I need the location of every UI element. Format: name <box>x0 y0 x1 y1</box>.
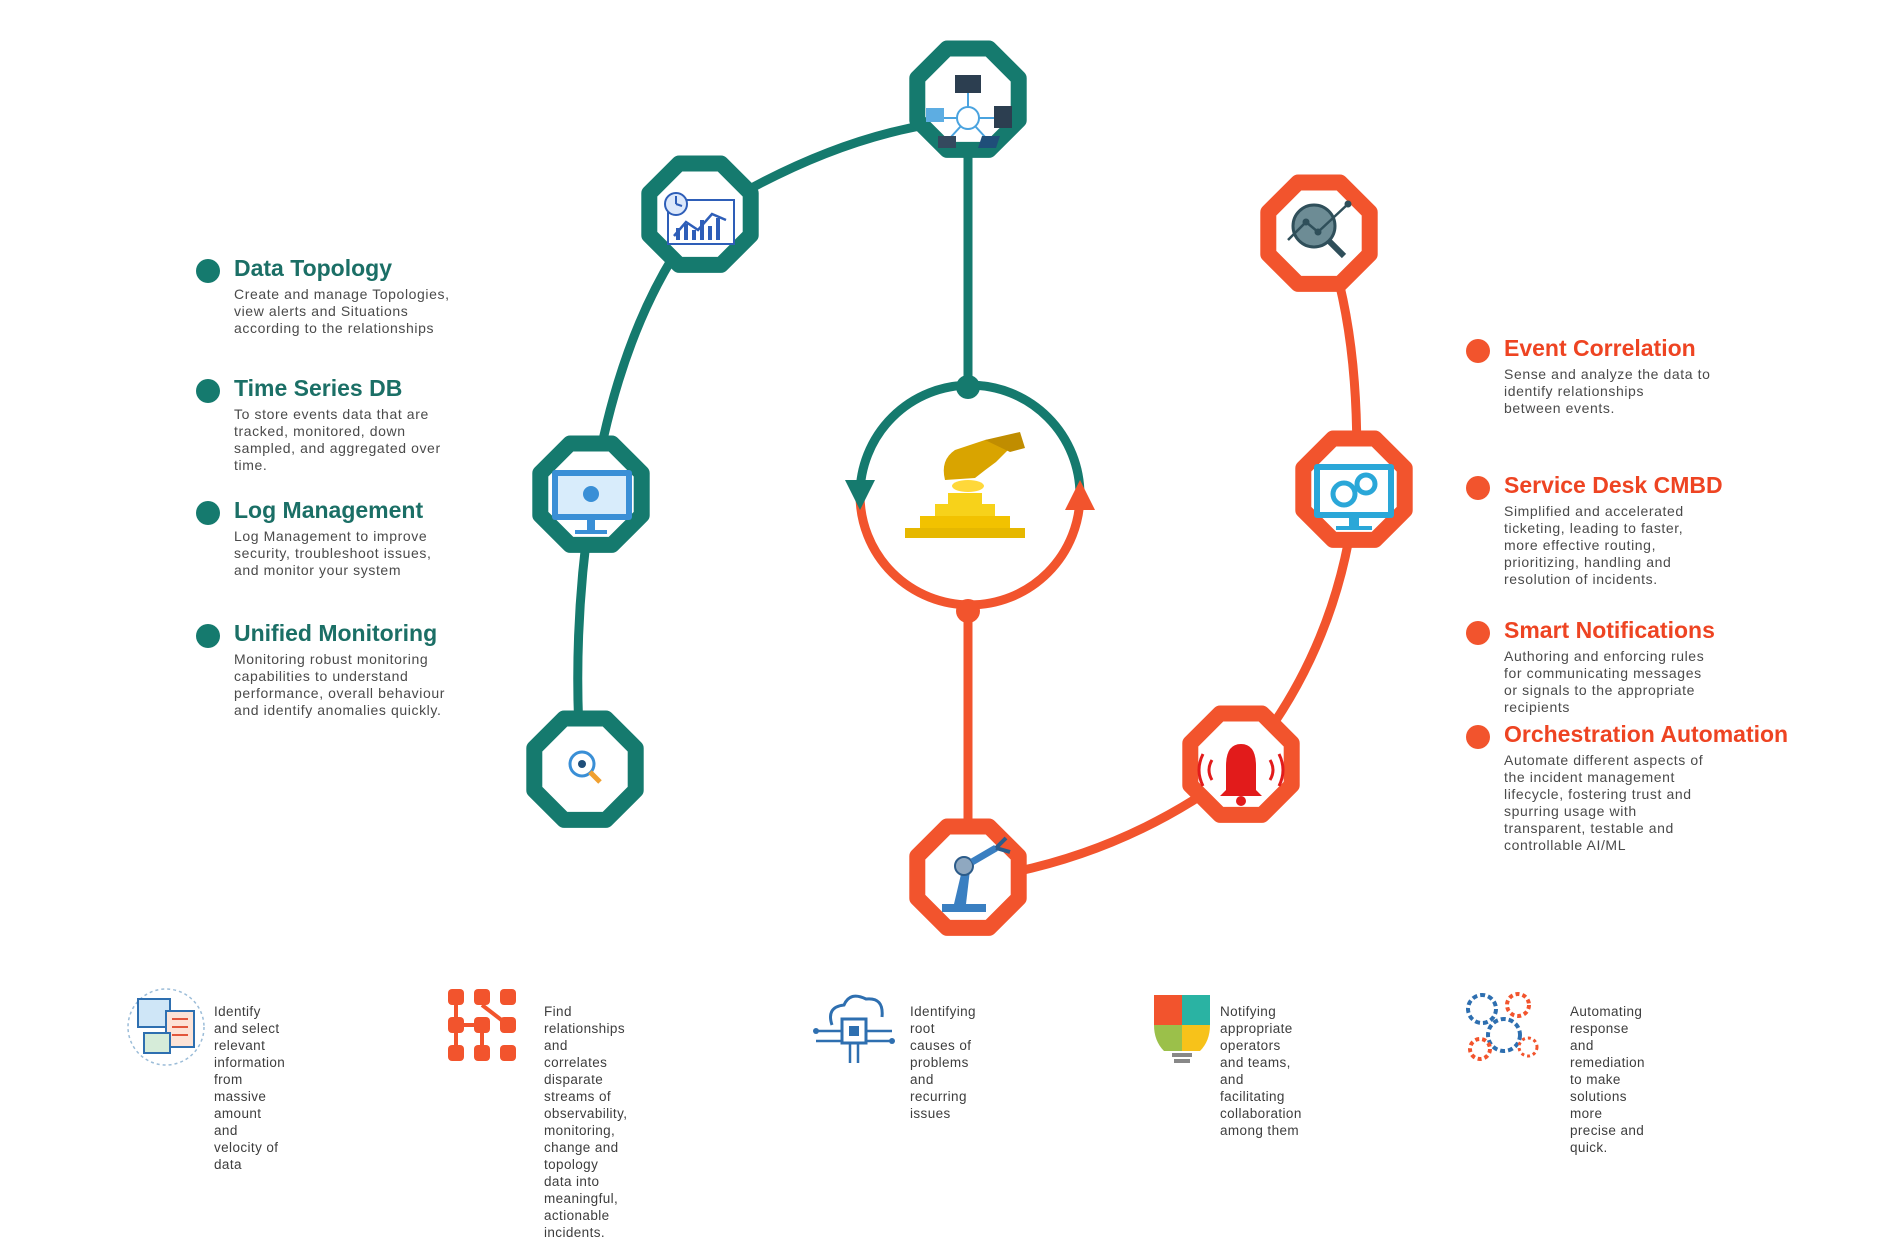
feature-title: Service Desk CMBD <box>1504 472 1723 498</box>
bottom-item-text: Identify and select relevant information… <box>214 1004 286 1172</box>
bullet-dot <box>1466 476 1490 500</box>
magnifier-eye-icon <box>568 750 602 784</box>
bullet-dot <box>196 501 220 525</box>
node-event-correlation <box>1260 174 1378 292</box>
node-time-series <box>641 155 759 273</box>
center-green-arc <box>855 380 1085 496</box>
alarm-bell-icon <box>1197 744 1285 806</box>
feature-title: Event Correlation <box>1504 335 1696 361</box>
bottom-item-text: Automating response and remediation to m… <box>1570 1004 1645 1155</box>
feature-description: Automate different aspects of the incide… <box>1504 752 1704 853</box>
feature-title: Unified Monitoring <box>234 620 438 646</box>
feature-title: Data Topology <box>234 255 393 281</box>
bottom-item-text: Find relationships and correlates dispar… <box>544 1004 628 1240</box>
robot-arm-icon <box>942 836 1011 912</box>
automation-gears-icon <box>1466 992 1539 1061</box>
bullet-dot <box>196 624 220 648</box>
bottom-item-text: Identifying root causes of problems and … <box>910 1004 976 1121</box>
bullet-dot <box>1466 725 1490 749</box>
puzzle-bulb-icon <box>1154 995 1210 1063</box>
circuit-cloud-icon <box>813 994 895 1063</box>
data-selection-icon <box>127 988 205 1066</box>
bullet-dot <box>196 379 220 403</box>
center-cycle <box>845 375 1095 623</box>
feature-description: Monitoring robust monitoring capabilitie… <box>234 651 445 718</box>
node-network-topology <box>909 40 1027 158</box>
desktop-gears-icon <box>1314 464 1394 530</box>
correlation-grid-icon <box>448 989 516 1061</box>
feature-title: Orchestration Automation <box>1504 721 1789 747</box>
node-log-management <box>532 435 650 553</box>
feature-title: Smart Notifications <box>1504 617 1715 643</box>
search-analytics-icon <box>1287 200 1352 259</box>
feature-description: Create and manage Topologies, view alert… <box>234 286 450 336</box>
green-arrowhead <box>845 480 875 510</box>
node-smart-notifications <box>1182 705 1300 823</box>
feature-description: To store events data that are tracked, m… <box>234 406 441 473</box>
bottom-item-text: Notifying appropriate operators and team… <box>1220 1004 1302 1138</box>
process-diagram <box>526 40 1413 936</box>
center-bottom-node <box>956 599 980 623</box>
center-top-node <box>956 375 980 399</box>
chart-timeseries-icon <box>664 192 735 245</box>
bullet-dot <box>1466 339 1490 363</box>
node-orchestration <box>909 818 1027 936</box>
feature-description: Sense and analyze the data to identify r… <box>1504 366 1711 416</box>
orange-arrowhead <box>1065 480 1095 510</box>
node-unified-monitoring <box>526 710 644 828</box>
feature-description: Simplified and accelerated ticketing, le… <box>1504 503 1684 587</box>
hand-coins-icon <box>905 432 1025 538</box>
bullet-dot <box>1466 621 1490 645</box>
feature-title: Time Series DB <box>234 375 403 401</box>
monitor-log-icon <box>552 470 632 534</box>
feature-title: Log Management <box>234 497 424 523</box>
bullet-dot <box>196 259 220 283</box>
feature-description: Authoring and enforcing rules for commun… <box>1504 648 1705 715</box>
network-topology-icon <box>926 75 1012 148</box>
node-service-desk <box>1295 430 1413 548</box>
feature-description: Log Management to improve security, trou… <box>234 528 432 578</box>
